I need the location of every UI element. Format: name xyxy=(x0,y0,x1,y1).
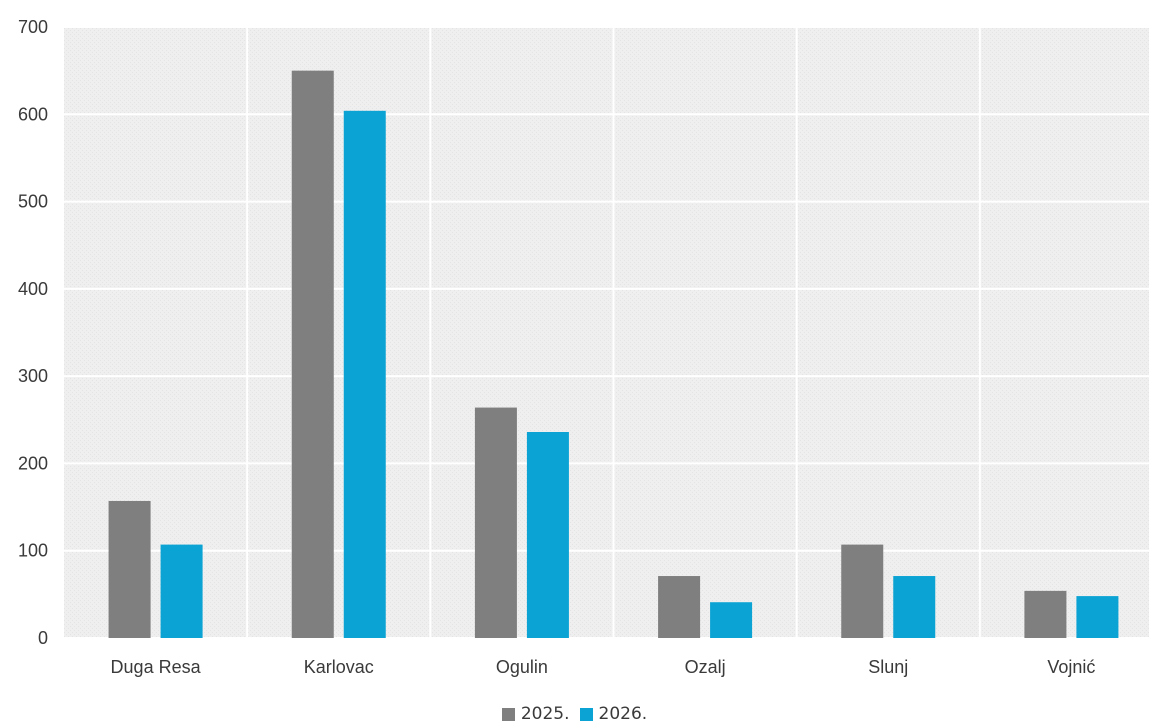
y-tick-label: 700 xyxy=(18,17,48,37)
x-tick-label: Ogulin xyxy=(496,657,548,677)
bar-2026-ogulin xyxy=(526,432,569,638)
bar-2026-karlovac xyxy=(343,110,386,638)
y-tick-label: 500 xyxy=(18,192,48,212)
y-tick-label: 400 xyxy=(18,279,48,299)
x-axis: Duga Resa Karlovac Ogulin Ozalj Slunj Vojnić xyxy=(111,657,1096,677)
y-tick-label: 0 xyxy=(38,628,48,648)
y-tick-label: 200 xyxy=(18,453,48,473)
bar-2026-duga-resa xyxy=(160,544,203,638)
bar-2025-karlovac xyxy=(291,70,334,638)
x-tick-label: Karlovac xyxy=(304,657,374,677)
bar-2026-slunj xyxy=(893,576,936,638)
bar-2026-ozalj xyxy=(710,602,753,638)
y-tick-label: 100 xyxy=(18,541,48,561)
plot-area xyxy=(64,27,1149,638)
y-tick-label: 300 xyxy=(18,366,48,386)
legend-item-2026: 2026. xyxy=(579,704,648,724)
x-tick-label: Duga Resa xyxy=(111,657,202,677)
chart-canvas: 0 100 200 300 400 500 600 700 Duga Resa Karlovac… xyxy=(18,17,1149,677)
y-axis: 0 100 200 300 400 500 600 700 xyxy=(18,17,48,648)
legend: 2025. 2026. xyxy=(0,704,1149,724)
bars xyxy=(108,70,1119,638)
x-tick-label: Slunj xyxy=(868,657,908,677)
bar-2025-duga-resa xyxy=(108,500,151,638)
legend-label-2026: 2026. xyxy=(598,704,648,724)
bar-2026-vojnić xyxy=(1076,596,1119,638)
bar-2025-vojnić xyxy=(1024,590,1067,638)
bar-2025-slunj xyxy=(841,544,884,638)
bar-2025-ozalj xyxy=(658,576,701,638)
y-tick-label: 600 xyxy=(18,104,48,124)
legend-item-2025: 2025. xyxy=(501,704,570,724)
x-tick-label: Vojnić xyxy=(1047,657,1095,677)
legend-label-2025: 2025. xyxy=(520,704,570,724)
bar-2025-ogulin xyxy=(474,407,517,638)
x-tick-label: Ozalj xyxy=(685,657,726,677)
gridlines xyxy=(64,26,1149,639)
legend-swatch-2025 xyxy=(501,707,515,721)
legend-swatch-2026 xyxy=(579,707,593,721)
